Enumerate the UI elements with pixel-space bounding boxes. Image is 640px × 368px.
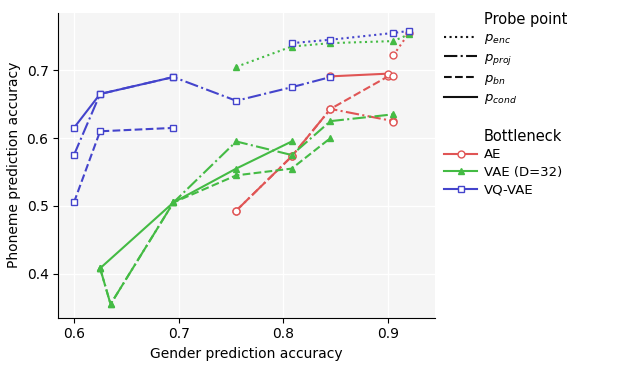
X-axis label: Gender prediction accuracy: Gender prediction accuracy xyxy=(150,347,343,361)
Y-axis label: Phoneme prediction accuracy: Phoneme prediction accuracy xyxy=(7,62,21,268)
Legend: Probe point, $p_{enc}$, $p_{proj}$, $p_{bn}$, $p_{cond}$, , Bottleneck, AE, VAE : Probe point, $p_{enc}$, $p_{proj}$, $p_{… xyxy=(439,7,573,202)
